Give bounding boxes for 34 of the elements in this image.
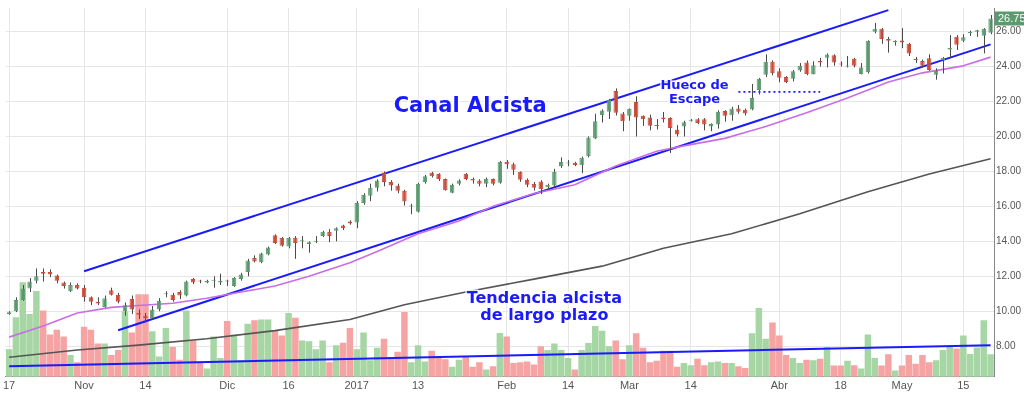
- x-tick-label: 2017: [344, 379, 369, 392]
- annotation: Canal Alcista: [393, 93, 547, 118]
- x-tick-label: 16: [282, 379, 295, 392]
- x-tick-label: 14: [139, 379, 152, 392]
- x-tick-label: 14: [561, 379, 575, 392]
- candlestick: [763, 53, 768, 78]
- candlestick: [552, 168, 557, 188]
- candlestick: [586, 135, 591, 158]
- x-tick-label: Mar: [619, 379, 640, 392]
- y-tick-label: 18.00: [996, 165, 1022, 177]
- y-tick-label: 14.00: [996, 235, 1022, 247]
- y-tick-label: 24.00: [996, 60, 1022, 72]
- y-tick-label: 26.00: [996, 25, 1022, 37]
- annotation: Tendencia alcista de largo plazo: [466, 288, 622, 325]
- x-tick-label: Feb: [497, 379, 517, 392]
- x-tick-label: 13: [411, 379, 425, 392]
- candlestick: [293, 235, 298, 260]
- y-tick-label: 16.00: [996, 200, 1022, 212]
- x-tick-label: Nov: [74, 379, 95, 392]
- x-tick-label: May: [891, 379, 913, 392]
- x-tick-label: 18: [834, 379, 847, 392]
- candlestick: [620, 111, 625, 132]
- x-tick-label: 14: [684, 379, 697, 392]
- y-tick-label: 10.00: [996, 305, 1022, 316]
- y-tick-label: 12.00: [996, 270, 1022, 282]
- x-tick-label: Abr: [770, 379, 789, 392]
- annotation: Hueco de Escape: [660, 77, 729, 107]
- candlestick: [988, 14, 993, 35]
- y-tick-label: 8.00: [996, 339, 1016, 351]
- y-tick-label: 22.00: [996, 95, 1022, 107]
- x-tick-label: 17: [2, 379, 16, 392]
- x-tick-label: 15: [957, 379, 970, 392]
- x-tick-label: Dic: [219, 379, 236, 392]
- y-tick-label: 20.00: [996, 130, 1022, 142]
